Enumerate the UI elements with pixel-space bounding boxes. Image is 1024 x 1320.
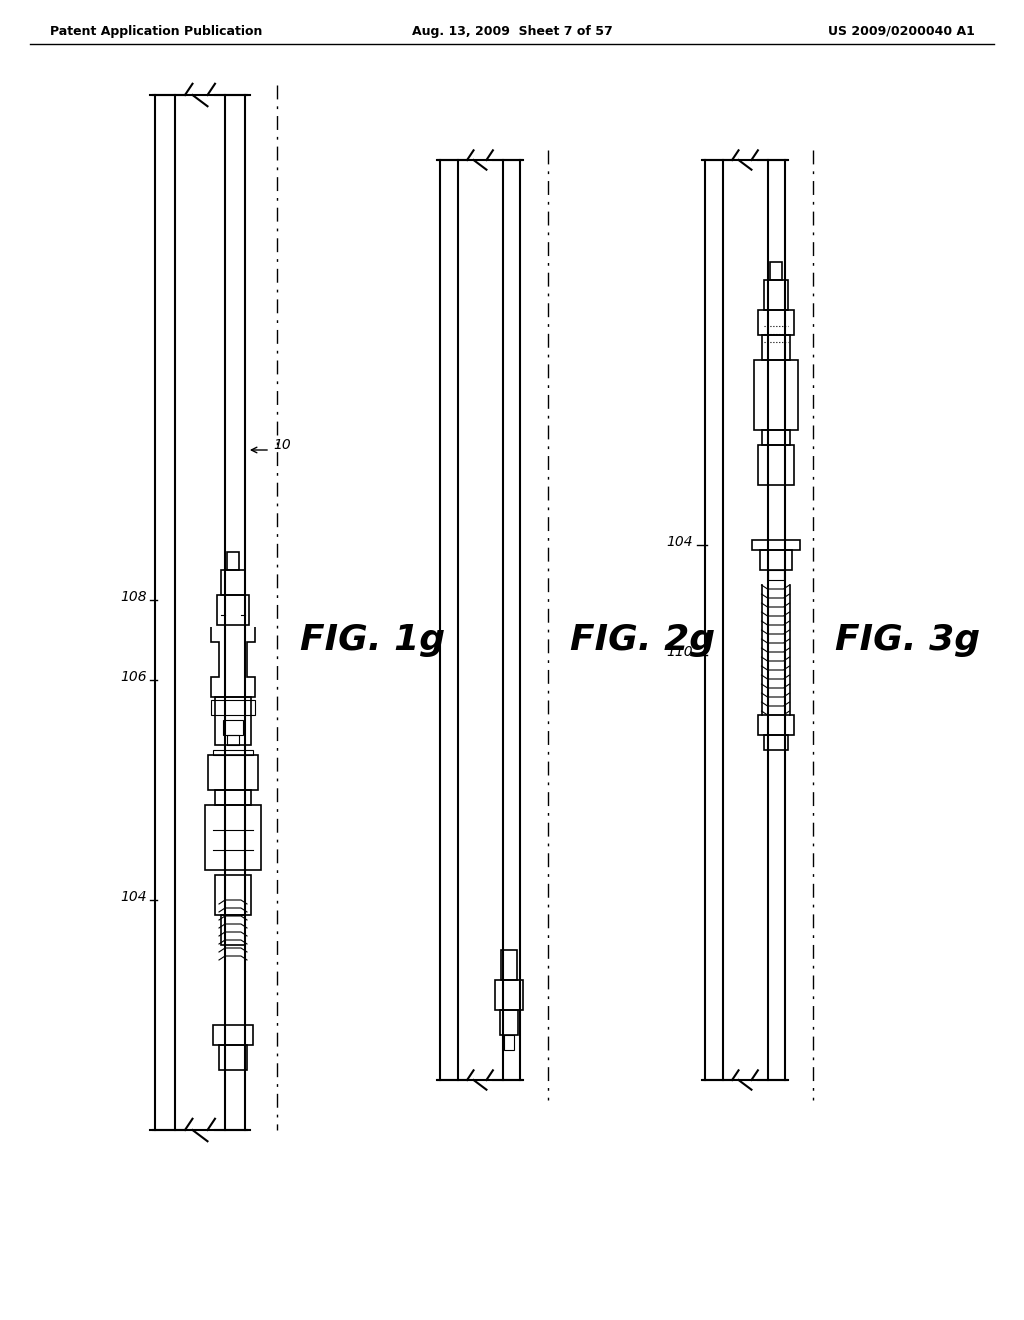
Bar <box>501 950 516 979</box>
Text: 110: 110 <box>667 645 693 659</box>
Text: Aug. 13, 2009  Sheet 7 of 57: Aug. 13, 2009 Sheet 7 of 57 <box>412 25 612 38</box>
Bar <box>208 755 258 789</box>
Bar <box>221 570 245 595</box>
Bar <box>205 805 261 870</box>
Text: FIG. 1g: FIG. 1g <box>300 623 445 657</box>
Bar <box>764 280 787 310</box>
Bar <box>768 570 783 579</box>
Text: 108: 108 <box>121 590 147 605</box>
Bar <box>495 979 522 1010</box>
Bar <box>758 310 794 335</box>
Text: FIG. 3g: FIG. 3g <box>835 623 980 657</box>
Bar <box>217 595 249 624</box>
Text: US 2009/0200040 A1: US 2009/0200040 A1 <box>828 25 975 38</box>
Bar <box>762 335 790 360</box>
Bar <box>760 550 792 570</box>
Bar <box>500 1010 517 1035</box>
Bar <box>223 719 243 735</box>
Bar <box>504 1035 513 1049</box>
Text: 106: 106 <box>121 671 147 684</box>
Bar <box>758 715 794 735</box>
Bar <box>211 700 255 715</box>
Bar <box>762 430 790 445</box>
Bar <box>221 915 245 945</box>
Bar <box>227 735 239 744</box>
Text: 104: 104 <box>667 535 693 549</box>
Text: 10: 10 <box>273 438 291 451</box>
Bar <box>219 1045 247 1071</box>
Text: FIG. 2g: FIG. 2g <box>570 623 715 657</box>
Bar <box>215 789 251 805</box>
Bar <box>764 735 787 750</box>
Bar <box>227 552 239 570</box>
Bar <box>215 697 251 744</box>
Bar <box>769 261 781 280</box>
Bar <box>215 875 251 915</box>
Text: 104: 104 <box>121 890 147 904</box>
Bar <box>754 360 798 430</box>
Bar <box>213 750 253 755</box>
Bar <box>752 540 800 550</box>
Bar <box>758 445 794 484</box>
Bar <box>213 1026 253 1045</box>
Text: Patent Application Publication: Patent Application Publication <box>50 25 262 38</box>
